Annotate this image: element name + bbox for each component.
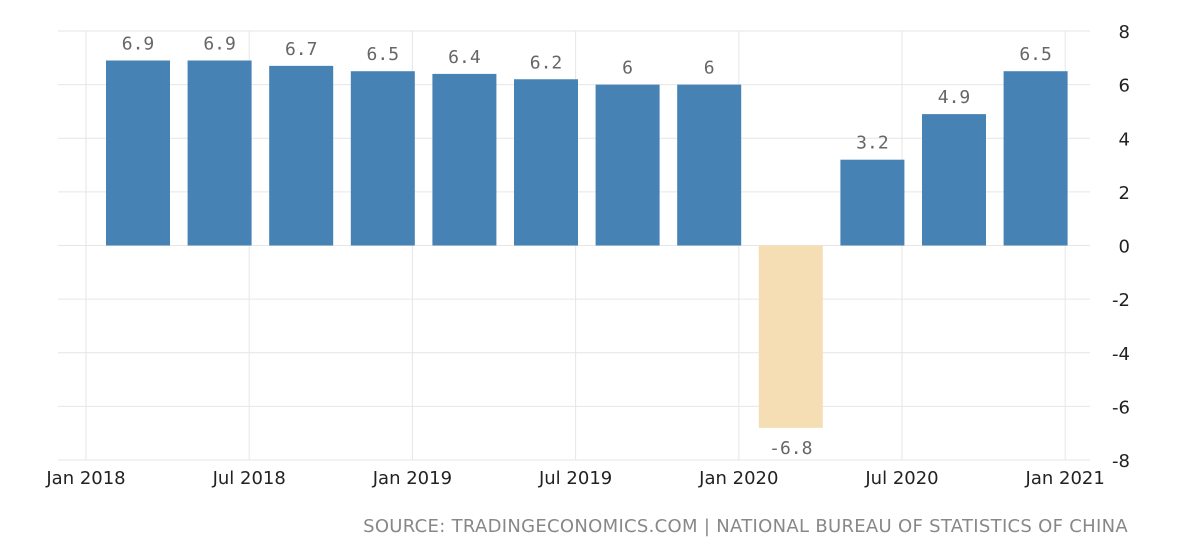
bar: [758, 245, 823, 428]
bar: [677, 84, 742, 246]
data-label: 6.5: [367, 44, 400, 65]
y-tick-label: 4: [1119, 129, 1130, 150]
bar: [840, 159, 905, 246]
bar: [187, 60, 252, 246]
y-tick-label: -6: [1112, 397, 1130, 418]
x-tick-label: Jan 2021: [1025, 468, 1105, 489]
bar: [595, 84, 660, 246]
bar: [106, 60, 170, 246]
x-axis-ticks: Jan 2018 Jul 2018 Jan 2019 Jul 2019 Jan 2020…: [45, 468, 1104, 489]
y-axis-ticks: 8 6 4 2 0 -2 -4 -6 -8: [1112, 22, 1130, 472]
source-note: SOURCE: TRADINGECONOMICS.COM | NATIONAL …: [363, 516, 1128, 537]
data-label: 6.9: [122, 33, 155, 54]
data-label: 6.4: [448, 47, 481, 68]
y-tick-label: -8: [1112, 451, 1130, 472]
bars: [106, 60, 1068, 428]
x-tick-label: Jul 2020: [864, 468, 938, 489]
y-tick-label: -4: [1112, 344, 1130, 365]
data-label: 6: [622, 58, 633, 79]
y-tick-label: 8: [1119, 22, 1130, 43]
y-tick-label: 6: [1119, 76, 1130, 97]
data-label: 6: [704, 58, 715, 79]
bar: [269, 65, 334, 246]
y-tick-label: 2: [1119, 183, 1130, 204]
bar: [432, 73, 497, 246]
x-tick-label: Jan 2020: [698, 468, 778, 489]
bar: [514, 79, 578, 246]
bar: [1003, 71, 1068, 246]
bar: [350, 71, 415, 246]
x-tick-label: Jan 2018: [45, 468, 125, 489]
y-tick-label: -2: [1112, 290, 1130, 311]
data-label: 6.5: [1019, 44, 1052, 65]
y-tick-label: 0: [1119, 237, 1130, 258]
bar: [922, 114, 986, 246]
x-tick-label: Jul 2019: [538, 468, 612, 489]
data-labels: 6.9 6.9 6.7 6.5 6.4 6.2 6 6 -6.8 3.2 4.9 6.5: [122, 33, 1052, 458]
x-tick-label: Jul 2018: [212, 468, 286, 489]
data-label: -6.8: [769, 438, 812, 459]
data-label: 6.2: [530, 52, 563, 73]
data-label: 6.9: [203, 33, 236, 54]
data-label: 3.2: [856, 133, 889, 154]
bar-chart: 6.9 6.9 6.7 6.5 6.4 6.2 6 6 -6.8 3.2 4.9 6.5 8 6 4 2 0 -…: [45, 22, 1130, 489]
data-label: 4.9: [938, 87, 971, 108]
data-label: 6.7: [285, 39, 318, 60]
x-tick-label: Jan 2019: [372, 468, 452, 489]
